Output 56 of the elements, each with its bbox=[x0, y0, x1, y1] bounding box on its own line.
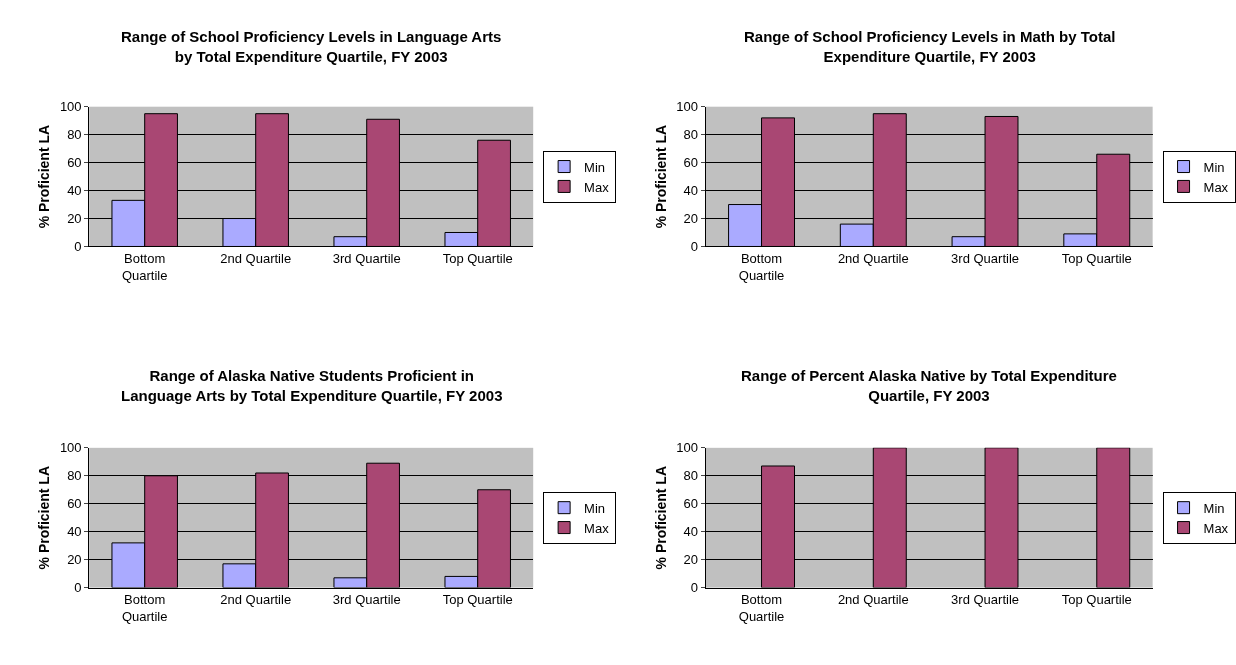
legend-label: Max bbox=[1203, 520, 1229, 536]
y-tick-label: 20 bbox=[683, 552, 699, 568]
y-axis-title: % Proficient LA bbox=[36, 465, 53, 570]
legend-label: Min bbox=[1203, 159, 1225, 175]
chart-title: Range of Percent Alaska Native by Total Expenditure Quartile, FY 2003 bbox=[741, 367, 1117, 404]
legend-label: Min bbox=[584, 500, 606, 516]
y-tick-label: 0 bbox=[690, 580, 699, 596]
chart-title: Range of School Proficiency Levels in Language Arts by Total Expenditure Quartile, FY 2003 bbox=[121, 28, 502, 65]
legend-label: Max bbox=[584, 520, 610, 536]
y-tick-label: 60 bbox=[683, 496, 699, 512]
y-tick-label: 100 bbox=[59, 99, 82, 115]
y-tick-label: 80 bbox=[67, 127, 82, 143]
chart-title: Range of School Proficiency Levels in Math by Total Expenditure Quartile, FY 2003 bbox=[744, 28, 1116, 65]
y-tick-label: 20 bbox=[67, 552, 82, 568]
x-tick-label: Top Quartile bbox=[442, 251, 513, 267]
y-tick-label: 0 bbox=[74, 580, 82, 596]
legend-label: Max bbox=[1203, 179, 1229, 195]
y-tick-label: 60 bbox=[683, 155, 699, 171]
x-tick-label: Top Quartile bbox=[1061, 592, 1132, 608]
x-tick-label: Top Quartile bbox=[1061, 251, 1132, 267]
y-tick-label: 40 bbox=[67, 524, 82, 540]
chart-title: Range of Alaska Native Students Proficient in Language Arts by Total Expenditure Quartile, FY 2003 bbox=[121, 367, 503, 404]
x-tick-label: 2nd Quartile bbox=[220, 592, 292, 608]
legend-label: Max bbox=[584, 179, 610, 195]
y-tick-label: 60 bbox=[67, 155, 82, 171]
y-tick-label: 80 bbox=[683, 468, 699, 484]
x-tick-label: 3rd Quartile bbox=[951, 251, 1019, 267]
y-tick-label: 100 bbox=[676, 440, 699, 456]
x-tick-label: 3rd Quartile bbox=[332, 592, 401, 608]
y-tick-label: 80 bbox=[67, 468, 82, 484]
y-tick-label: 0 bbox=[74, 239, 82, 255]
x-tick-label: 3rd Quartile bbox=[332, 251, 401, 267]
y-axis-title: % Proficient LA bbox=[652, 124, 669, 229]
y-axis-title: % Proficient LA bbox=[36, 124, 53, 229]
legend-label: Min bbox=[584, 159, 606, 175]
legend-label: Min bbox=[1203, 500, 1225, 516]
y-tick-label: 40 bbox=[67, 183, 82, 199]
y-tick-label: 100 bbox=[676, 99, 699, 115]
x-tick-label: 2nd Quartile bbox=[837, 251, 909, 267]
x-tick-label: Bottom Quartile bbox=[121, 251, 168, 283]
y-tick-label: 80 bbox=[683, 127, 699, 143]
y-tick-label: 40 bbox=[683, 183, 699, 199]
y-tick-label: 60 bbox=[67, 496, 82, 512]
y-tick-label: 40 bbox=[683, 524, 699, 540]
x-tick-label: 2nd Quartile bbox=[220, 251, 292, 267]
y-tick-label: 0 bbox=[690, 239, 699, 255]
y-tick-label: 20 bbox=[67, 211, 82, 227]
x-tick-label: Bottom Quartile bbox=[738, 592, 785, 625]
y-tick-label: 100 bbox=[59, 440, 82, 456]
y-tick-label: 20 bbox=[683, 211, 699, 227]
x-tick-label: 2nd Quartile bbox=[837, 592, 909, 608]
x-tick-label: Bottom Quartile bbox=[121, 592, 168, 625]
x-tick-label: Bottom Quartile bbox=[738, 251, 785, 283]
y-axis-title: % Proficient LA bbox=[652, 465, 669, 570]
x-tick-label: 3rd Quartile bbox=[951, 592, 1019, 608]
x-tick-label: Top Quartile bbox=[442, 592, 513, 608]
